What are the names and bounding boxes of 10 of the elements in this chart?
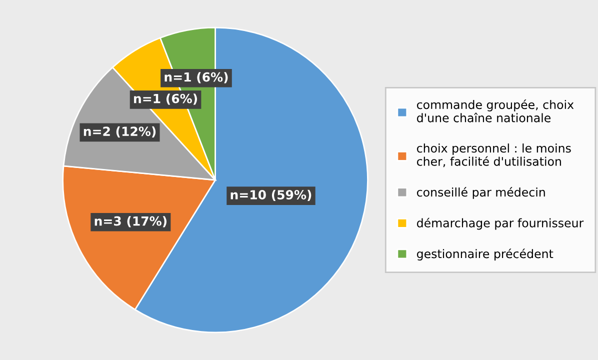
legend-label: choix personnel : le moins cher, facilité d'utilisation (416, 144, 571, 168)
data-label: n=10 (59%) (230, 190, 312, 201)
legend-label: gestionnaire précédent (416, 248, 554, 261)
legend-label: commande groupée, choix d'une chaîne nationale (416, 99, 574, 122)
data-label: n=1 (6%) (164, 72, 228, 84)
legend-label: démarchage par fournisseur (416, 218, 584, 230)
data-label: n=3 (17%) (94, 216, 166, 228)
data-label: n=1 (6%) (134, 94, 197, 105)
legend-label: conseillé par médecin (416, 187, 545, 199)
data-label: n=2 (12%) (84, 126, 156, 138)
